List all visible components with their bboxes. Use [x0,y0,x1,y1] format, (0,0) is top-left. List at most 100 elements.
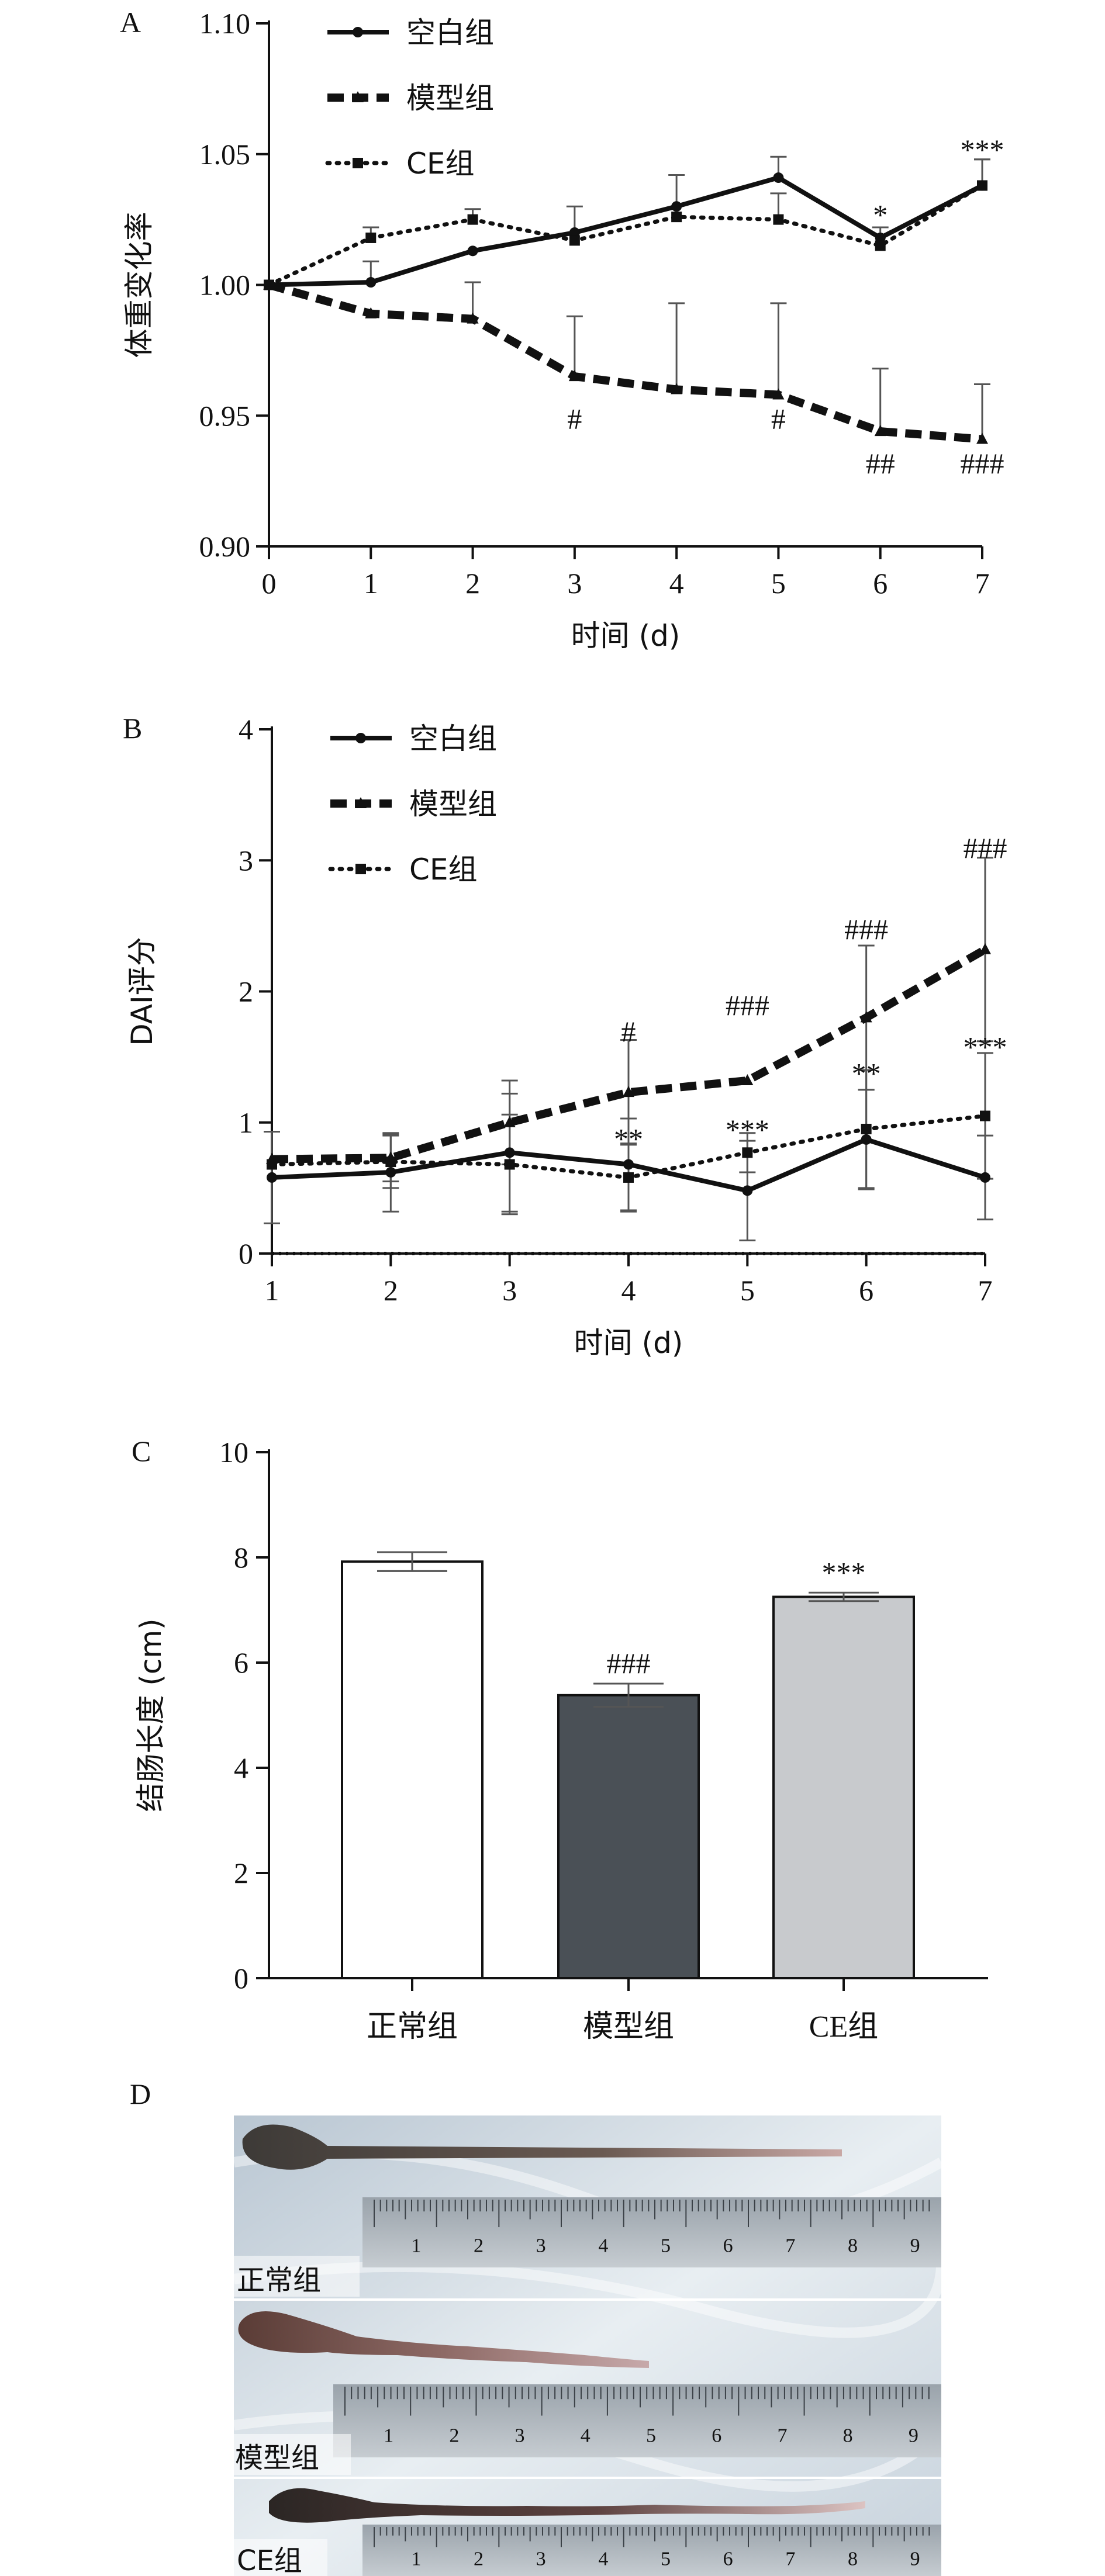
y-tick-label: 6 [234,1646,248,1679]
x-axis-label: 时间 (d) [574,1326,683,1360]
data-point [264,279,274,290]
data-point [980,1110,990,1121]
colon-normal [242,2124,842,2170]
y-tick-label: 1.10 [199,7,251,40]
x-tick-label: CE组 [809,2010,878,2044]
row-label-model: 模型组 [235,2442,319,2474]
data-point [860,1011,872,1023]
y-tick-label: 3 [239,844,253,877]
ruler-model-ticks: 1 2 3 4 5 6 7 8 9 [344,2387,930,2446]
y-tick-label: 0 [239,1237,253,1270]
ruler-number: 3 [536,2549,546,2570]
panel-d-photo: D 1 2 3 4 5 6 7 8 9 正常组 1 2 3 4 5 6 7 8 9 模型组 1 2 3 4 5 6 7 8 9 … [130,2078,947,2576]
ruler-number: 7 [785,2549,795,2570]
data-point [503,1116,516,1127]
data-point [741,1074,754,1085]
photo-row-ce: 1 2 3 4 5 6 7 8 9 CE组 [234,2488,941,2576]
significance-mark: *** [961,133,1004,166]
data-point [623,1086,634,1097]
significance-mark: # [567,403,582,435]
data-point [504,1159,515,1170]
x-tick-label: 7 [978,1274,993,1307]
series-line-2 [267,183,985,287]
legend-label: 空白组 [409,722,497,756]
significance-mark: # [621,1015,636,1048]
y-tick-label: 0.90 [199,530,251,563]
x-tick-label: 7 [975,567,990,600]
panel-label: A [120,6,141,39]
x-tick-label: 0 [262,567,277,600]
x-tick-label: 6 [873,567,888,600]
data-point [861,1134,872,1145]
ruler-number: 9 [910,2235,920,2257]
ruler-number: 1 [411,2549,421,2570]
ruler-number: 9 [909,2425,918,2446]
panel-a-chart: A 0.90 0.95 1.00 1.05 1.10 0 1 2 3 4 5 6 7 时间 (d) 体重变化率… [120,6,1004,653]
ruler-number: 5 [646,2425,656,2446]
legend-label: CE组 [406,147,475,181]
data-point [623,1172,634,1183]
x-tick-label: 正常组 [367,2009,458,2044]
y-tick-label: 1 [239,1106,253,1139]
data-point [742,1147,753,1158]
data-point [979,943,991,954]
x-tick-label: 2 [384,1274,398,1307]
y-tick-label: 4 [239,713,253,746]
y-tick-label: 0.95 [199,399,251,432]
legend-marker [352,91,364,102]
ruler-number: 1 [384,2425,393,2446]
significance-mark: *** [822,1556,866,1588]
y-tick-label: 1.05 [199,138,251,171]
data-point [671,212,682,223]
panel-d-label: D [130,2078,151,2110]
x-tick-label: 1 [265,1274,279,1307]
y-tick-label: 10 [219,1436,248,1469]
row-label-ce: CE组 [237,2544,302,2576]
data-point [568,370,581,382]
row-label-bg [234,2539,327,2576]
y-axis-label: 体重变化率 [122,212,156,358]
ruler-number: 4 [598,2549,608,2570]
x-axis-label: 时间 (d) [571,619,681,653]
bar-1 [557,1694,700,1980]
ruler-number: 2 [474,2549,484,2570]
series-line-1 [268,281,983,444]
legend-label: 模型组 [409,787,497,821]
significance-mark: ### [607,1647,651,1680]
ruler-number: 8 [848,2549,858,2570]
data-point [385,1157,396,1168]
x-tick-label: 5 [740,1274,755,1307]
panel-label: C [132,1435,151,1467]
data-point [467,312,479,324]
ruler-number: 2 [474,2235,484,2257]
x-tick-label: 6 [859,1274,873,1307]
y-tick-label: 8 [234,1541,248,1574]
row-label-bg [234,2256,360,2297]
significance-mark: ### [964,832,1007,864]
panel-label: B [123,712,142,745]
y-axis-label: 结肠长度 (cm) [134,1618,168,1812]
x-tick-label: 模型组 [583,2009,674,2044]
ruler-number: 4 [581,2425,591,2446]
ruler-number: 8 [843,2425,853,2446]
ruler-ce [362,2525,941,2576]
legend-marker [353,27,363,37]
significance-mark: # [771,403,786,435]
y-tick-label: 4 [234,1751,248,1784]
x-tick-label: 4 [669,567,684,600]
x-tick-label: 5 [771,567,786,600]
data-point [671,383,683,394]
legend-label: CE组 [409,853,478,887]
legend-marker [355,864,366,874]
x-tick-label: 3 [567,567,582,600]
legend-label: 模型组 [406,81,494,115]
ruler-number: 9 [910,2549,920,2570]
data-point [875,240,886,251]
data-point [385,1166,396,1178]
ruler-model [333,2384,941,2457]
bar-0 [341,1560,484,1979]
data-point [365,232,377,243]
row-label-bg [234,2434,351,2475]
